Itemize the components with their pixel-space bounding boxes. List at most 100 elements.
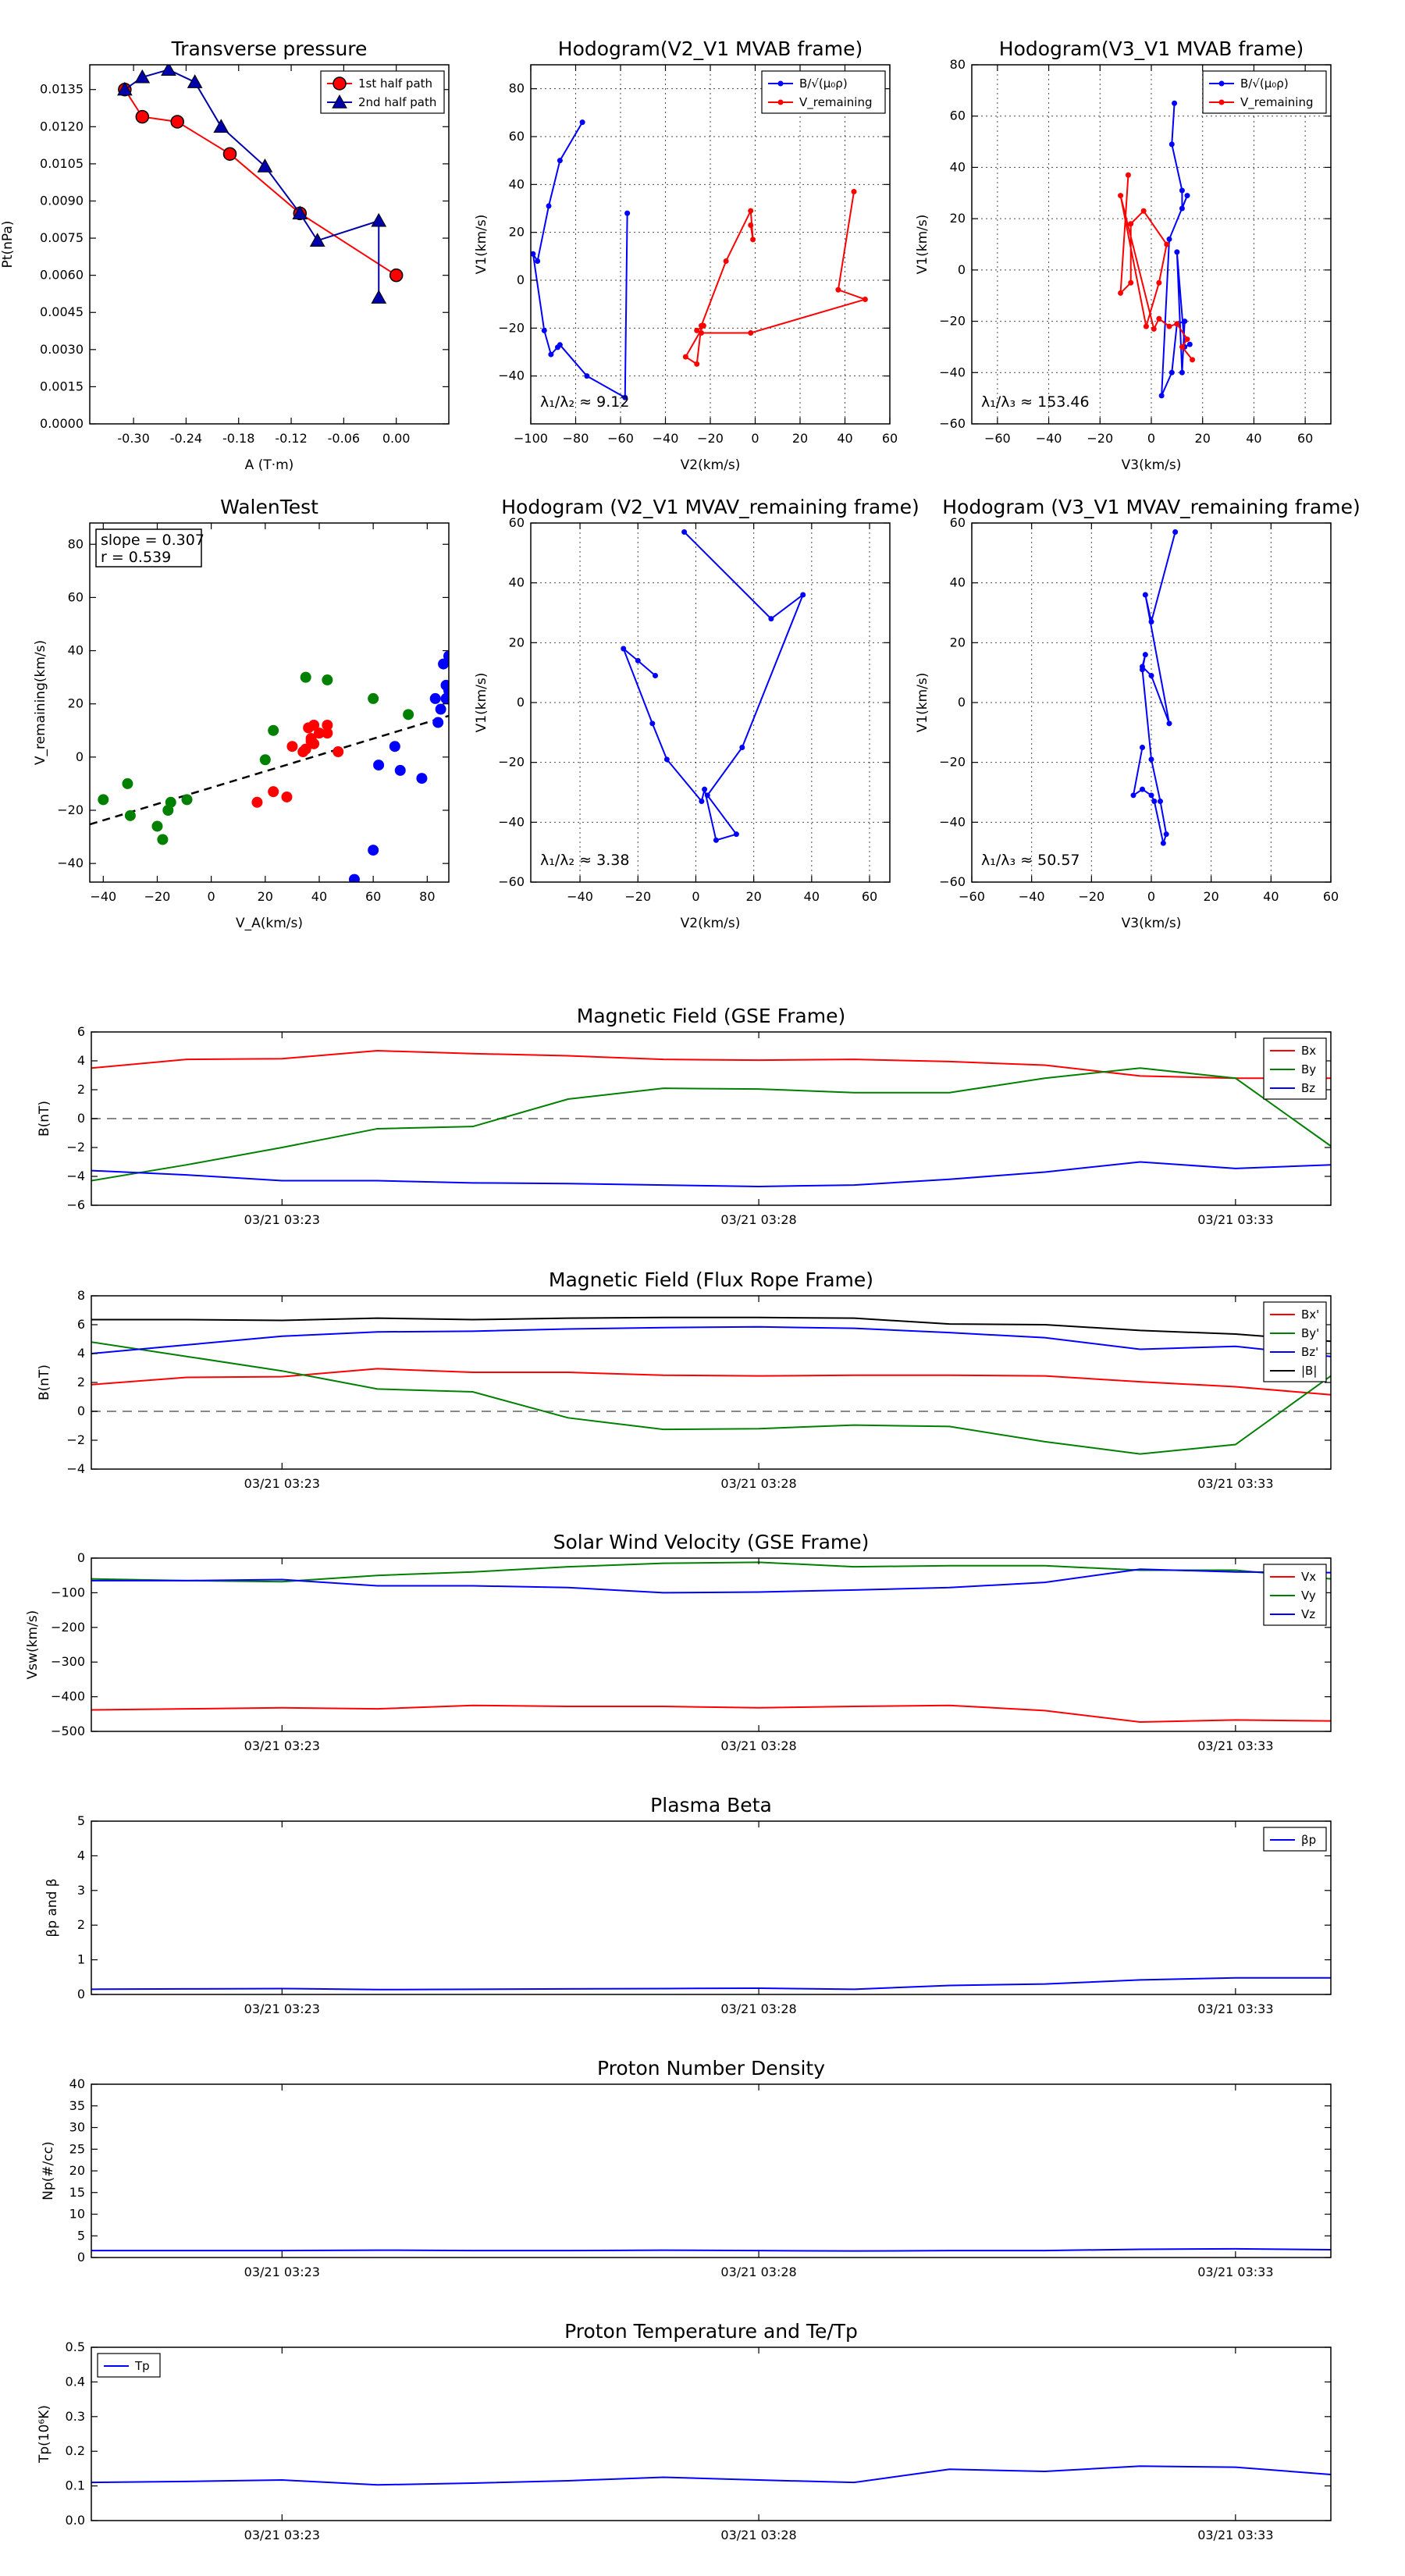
series-by- (91, 1341, 1331, 1455)
x-tick-label: −80 (563, 431, 589, 446)
data-point (122, 777, 133, 789)
data-point (1160, 840, 1166, 846)
y-tick-label: 0 (77, 1404, 85, 1418)
x-tick-label: 60 (365, 889, 381, 904)
y-tick-label: 2 (77, 1375, 85, 1389)
data-point (389, 741, 400, 753)
series-2nd-half-path (117, 65, 387, 304)
y-tick-label: 1 (77, 1952, 85, 1967)
data-point (1179, 343, 1185, 350)
data-point (124, 809, 136, 821)
x-tick-label: −20 (144, 889, 171, 904)
x-tick-label: 03/21 03:23 (244, 1738, 320, 1753)
data-point (443, 650, 449, 662)
data-point (1158, 393, 1165, 399)
data-point (322, 719, 333, 731)
series-line (91, 1368, 1331, 1396)
series-line (124, 89, 397, 276)
y-tick-label: 6 (77, 1317, 85, 1332)
series-line (1119, 175, 1193, 361)
data-point (257, 158, 273, 173)
x-tick-label: 60 (1323, 889, 1339, 904)
y-tick-label: 0.0015 (40, 379, 84, 393)
annotation-text: r = 0.539 (101, 549, 171, 566)
y-tick-label: 5 (77, 2228, 85, 2243)
y-tick-label: 2 (77, 1917, 85, 1932)
legend-label: 1st half path (358, 76, 432, 91)
y-tick-label: 40 (950, 575, 966, 590)
y-axis-label: Vsw(km/s) (25, 1610, 41, 1680)
data-point (682, 354, 688, 360)
data-point (170, 115, 184, 129)
y-axis-label: B(nT) (37, 1101, 52, 1137)
data-point (1168, 141, 1175, 148)
series-bx- (91, 1368, 1331, 1396)
x-tick-label: 80 (419, 889, 435, 904)
y-tick-label: −40 (498, 814, 525, 829)
y-tick-label: 0.3 (66, 2409, 85, 2424)
x-tick-label: 60 (862, 889, 877, 904)
data-point (333, 746, 344, 758)
y-tick-label: 0.0060 (40, 268, 84, 283)
chart-title: Magnetic Field (Flux Rope Frame) (549, 1268, 873, 1291)
data-point (862, 297, 868, 303)
data-point (1179, 187, 1185, 194)
data-point (748, 222, 754, 228)
y-tick-label: 0 (77, 2250, 85, 2265)
data-point (1151, 326, 1157, 332)
series-v-remaining (1118, 172, 1196, 363)
x-tick-label: 03/21 03:33 (1197, 2001, 1273, 2016)
legend-label: Bx (1301, 1044, 1316, 1058)
x-tick-label: 03/21 03:23 (244, 2001, 320, 2016)
y-tick-label: −40 (57, 856, 84, 870)
data-point (663, 756, 670, 763)
data-point (300, 743, 311, 755)
legend: B/√(μ₀ρ) V_remaining (761, 70, 886, 114)
series-line (1161, 103, 1190, 397)
data-point (1148, 619, 1154, 624)
chart-title: Magnetic Field (GSE Frame) (577, 1005, 845, 1027)
legend-box (1202, 70, 1327, 114)
x-axis-label: V3(km/s) (1122, 916, 1182, 931)
legend-label: Bz (1301, 1081, 1315, 1095)
data-point (368, 692, 379, 704)
series-line (91, 1050, 1331, 1080)
data-point (368, 845, 379, 856)
chart-hodo2: −60 −40 −20 0 20 40 60 −60 −40 −20 0 20 40 60 80 Hodogr… (915, 37, 1332, 473)
x-tick-label: 03/21 03:33 (1197, 2528, 1273, 2542)
y-tick-label: 0 (517, 695, 525, 710)
plot-frame (89, 522, 450, 883)
data-point (768, 616, 774, 622)
data-point (429, 692, 441, 704)
y-axis-label: V1(km/s) (915, 673, 930, 733)
data-point (1166, 720, 1172, 727)
y-tick-label: −20 (939, 755, 966, 770)
data-point (161, 65, 176, 76)
fit-line (90, 714, 449, 826)
legend-label: V_remaining (799, 95, 873, 110)
y-tick-label: −20 (939, 314, 966, 329)
data-point (371, 212, 387, 227)
x-tick-label: −60 (984, 431, 1011, 446)
y-tick-label: 0.0135 (40, 82, 84, 97)
y-axis-label: V1(km/s) (915, 215, 930, 275)
data-point (281, 791, 293, 802)
data-point (98, 794, 109, 806)
legend: Vx Vy Vz (1263, 1564, 1327, 1626)
y-tick-label: 0.0045 (40, 304, 84, 319)
x-tick-label: 0 (692, 889, 699, 904)
chart-ts_np: 03/21 03:23 03/21 03:28 03/21 03:33 0 5 10 15 2… (41, 2057, 1332, 2279)
legend: Bx' By' Bz' |B| (1263, 1301, 1327, 1382)
data-point (403, 709, 414, 720)
y-tick-label: 0 (77, 1550, 85, 1565)
y-axis-label: Tp(10⁶K) (37, 2405, 52, 2464)
x-tick-label: −40 (1019, 889, 1045, 904)
y-tick-label: 20 (68, 696, 84, 711)
y-tick-label: 0.0090 (40, 193, 84, 208)
data-point (1125, 172, 1131, 178)
series-line (91, 2247, 1331, 2252)
x-tick-label: −100 (514, 431, 548, 446)
y-tick-label: 80 (950, 57, 966, 72)
series-vz (91, 1568, 1331, 1594)
y-tick-label: 35 (69, 2098, 85, 2113)
